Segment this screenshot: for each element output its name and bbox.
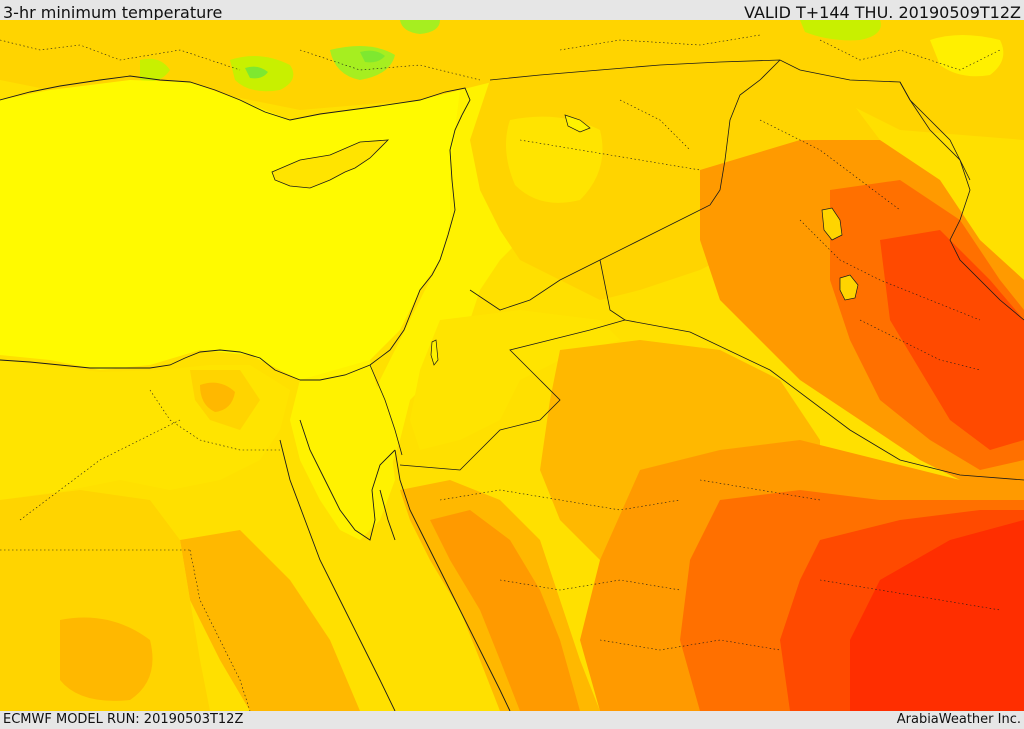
west-egypt-zone bbox=[0, 490, 210, 711]
cyprus-island bbox=[271, 139, 390, 189]
turkey-south-coast bbox=[0, 75, 471, 121]
red-sea-yellow bbox=[330, 540, 450, 711]
province-line-4 bbox=[819, 39, 1001, 71]
egypt-north-coast bbox=[0, 349, 301, 381]
gulf-of-suez-coast bbox=[299, 419, 396, 541]
coastlines bbox=[0, 75, 511, 711]
jordan-light-zone bbox=[410, 310, 620, 450]
valid-time-label: VALID T+144 THU. 20190509T12Z bbox=[744, 3, 1021, 20]
model-run-label: ECMWF MODEL RUN: 20190503T12Z bbox=[3, 712, 244, 727]
iraq-lake-1 bbox=[821, 207, 843, 241]
iraq-iran-border bbox=[899, 81, 1024, 321]
province-line-9 bbox=[439, 489, 681, 511]
gulf-of-aqaba-coast bbox=[379, 489, 396, 541]
egypt-israel-border bbox=[369, 364, 403, 456]
sinai-yellow-zone bbox=[290, 360, 395, 540]
province-line-10 bbox=[699, 479, 821, 501]
temperature-map-svg bbox=[0, 20, 1024, 711]
province-line-12 bbox=[599, 639, 781, 651]
iraq-red-orange-zone bbox=[880, 230, 1024, 450]
province-line-2 bbox=[299, 49, 481, 81]
country-borders bbox=[369, 59, 1024, 481]
red-sea-west-coast bbox=[279, 439, 396, 711]
jordan-syria-border bbox=[469, 259, 601, 311]
map-header: 3-hr minimum temperature VALID T+144 THU… bbox=[0, 0, 1024, 20]
turkey-cool-spot-6 bbox=[140, 58, 170, 82]
turkey-cool-spot-3 bbox=[245, 66, 268, 79]
syria-iraq-border bbox=[599, 59, 781, 261]
credit-label: ArabiaWeather Inc. bbox=[896, 712, 1021, 727]
saudi-iraq-border bbox=[624, 319, 1024, 481]
province-line-16 bbox=[149, 389, 280, 451]
dead-sea bbox=[430, 339, 439, 366]
province-line-11 bbox=[499, 579, 681, 591]
province-boundaries bbox=[0, 34, 1001, 711]
red-sea-coast-dark-orange bbox=[430, 510, 580, 711]
turkey-cool-spot-5 bbox=[800, 20, 881, 41]
temperature-map bbox=[0, 20, 1024, 711]
province-line-5 bbox=[519, 139, 701, 171]
delta-orange-spot bbox=[200, 382, 235, 412]
province-line-18 bbox=[619, 99, 691, 151]
province-line-14 bbox=[19, 419, 181, 521]
turkey-cool-spot-4 bbox=[360, 50, 385, 63]
red-sea-east-coast bbox=[394, 449, 511, 711]
west-egypt-orange-patch bbox=[60, 617, 153, 701]
levant-coast bbox=[300, 114, 463, 381]
map-title: 3-hr minimum temperature bbox=[3, 3, 223, 20]
syria-yellow-patch bbox=[506, 116, 603, 203]
province-line-13 bbox=[819, 579, 1001, 611]
map-footer: ECMWF MODEL RUN: 20190503T12Z ArabiaWeat… bbox=[0, 711, 1024, 729]
province-line-7 bbox=[799, 219, 981, 321]
province-line-3 bbox=[559, 34, 761, 51]
upper-egypt-orange bbox=[180, 530, 360, 711]
province-line-6 bbox=[759, 119, 901, 211]
turkey-syria-border bbox=[489, 59, 971, 181]
gulf-red-zone bbox=[850, 520, 1024, 711]
iraq-lake-2 bbox=[839, 274, 859, 301]
turkey-cool-spot-7 bbox=[400, 20, 440, 34]
syria-lake bbox=[564, 114, 591, 133]
jordan-saudi-border bbox=[399, 259, 626, 471]
